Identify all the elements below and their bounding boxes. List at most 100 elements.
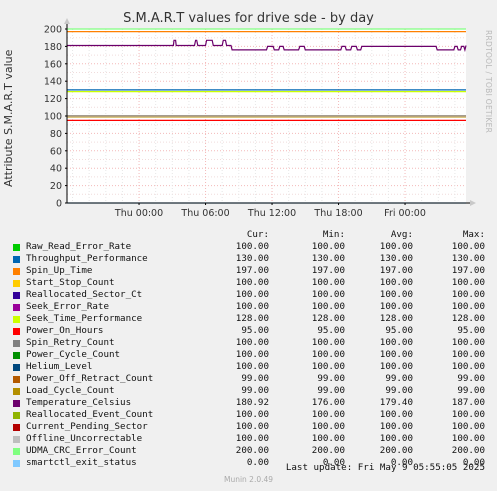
legend-avg-value: 100.00	[379, 241, 413, 252]
x-tick-label: Thu 12:00	[247, 208, 296, 219]
legend-series-name: Throughput_Performance	[26, 253, 148, 264]
legend-swatch	[13, 375, 20, 383]
legend-row: Start_Stop_Count 100.00 100.00 100.00 100.00	[12, 277, 492, 289]
legend-max-value: 99.00	[457, 385, 485, 396]
legend-series-name: Reallocated_Sector_Ct	[26, 289, 143, 300]
legend-max-value: 100.00	[451, 277, 485, 288]
legend-row: Power_Cycle_Count 100.00 100.00 100.00 100.0…	[12, 349, 492, 361]
legend-row: Raw_Read_Error_Rate 100.00 100.00 100.00 100…	[12, 241, 492, 253]
y-tick-label: 120	[44, 94, 62, 105]
y-tick-label: 180	[44, 42, 62, 53]
legend-swatch	[13, 327, 20, 335]
y-tick-label: 140	[44, 77, 62, 88]
legend-max-value: 100.00	[451, 301, 485, 312]
legend-avg-value: 179.40	[379, 397, 413, 408]
legend-swatch	[13, 255, 20, 263]
legend-min-value: 99.00	[317, 385, 345, 396]
legend-avg-value: 95.00	[385, 325, 413, 336]
legend-min-value: 0.00	[322, 457, 345, 468]
legend-series-name: Seek_Time_Performance	[26, 313, 143, 324]
legend-rows: Raw_Read_Error_Rate 100.00 100.00 100.00 100…	[12, 241, 492, 469]
legend-avg-value: 100.00	[379, 301, 413, 312]
legend-row: Current_Pending_Sector 100.00 100.00 100.00…	[12, 421, 492, 433]
legend-cur-value: 100.00	[235, 301, 269, 312]
legend-cur-value: 100.00	[235, 289, 269, 300]
legend: Cur: Min: Avg: Max: Raw_Read_Error_Rate 1…	[12, 229, 492, 469]
axes: 0 20 40 60 80 100 120 140 160 180 200 Thu 00:00 Thu …	[44, 18, 476, 219]
legend-max-value: 187.00	[451, 397, 485, 408]
legend-max-value: 100.00	[451, 349, 485, 360]
legend-series-name: smartctl_exit_status	[26, 457, 137, 468]
legend-series-name: Power_Off_Retract_Count	[26, 373, 154, 384]
x-tick-label: Fri 00:00	[384, 208, 426, 219]
legend-max-value: 99.00	[457, 373, 485, 384]
legend-swatch	[13, 303, 20, 311]
last-update: Last update: Fri May 9 05:55:05 2025	[285, 462, 485, 473]
legend-max-value: 100.00	[451, 361, 485, 372]
y-tick-label: 80	[50, 129, 62, 140]
legend-cur-value: 100.00	[235, 277, 269, 288]
legend-max-value: 100.00	[451, 241, 485, 252]
x-tick-label: Thu 06:00	[180, 208, 229, 219]
legend-series-name: Helium_Level	[26, 361, 93, 372]
col-max-header: Max:	[462, 229, 485, 240]
legend-header: Cur: Min: Avg: Max:	[12, 229, 492, 241]
y-tick-label: 60	[50, 146, 62, 157]
legend-swatch	[13, 363, 20, 371]
legend-cur-value: 100.00	[235, 409, 269, 420]
legend-swatch	[13, 339, 20, 347]
legend-cur-value: 100.00	[235, 349, 269, 360]
legend-cur-value: 100.00	[235, 433, 269, 444]
legend-max-value: 100.00	[451, 337, 485, 348]
legend-cur-value: 100.00	[235, 241, 269, 252]
legend-row: Power_Off_Retract_Count 99.00 99.00 99.00 99…	[12, 373, 492, 385]
legend-series-name: Start_Stop_Count	[26, 277, 115, 288]
legend-row: Seek_Error_Rate 100.00 100.00 100.00 100.00	[12, 301, 492, 313]
legend-avg-value: 99.00	[385, 373, 413, 384]
legend-max-value: 100.00	[451, 409, 485, 420]
legend-avg-value: 100.00	[379, 409, 413, 420]
legend-cur-value: 95.00	[241, 325, 269, 336]
legend-min-value: 100.00	[311, 241, 345, 252]
legend-series-name: Load_Cycle_Count	[26, 385, 115, 396]
legend-avg-value: 100.00	[379, 421, 413, 432]
legend-cur-value: 197.00	[235, 265, 269, 276]
legend-avg-value: 130.00	[379, 253, 413, 264]
legend-max-value: 100.00	[451, 289, 485, 300]
col-avg-header: Avg:	[390, 229, 413, 240]
legend-cur-value: 0.00	[246, 457, 269, 468]
legend-swatch	[13, 315, 20, 323]
legend-max-value: 95.00	[457, 325, 485, 336]
legend-max-value: 0.00	[462, 457, 485, 468]
legend-avg-value: 100.00	[379, 433, 413, 444]
legend-swatch	[13, 279, 20, 287]
legend-avg-value: 99.00	[385, 385, 413, 396]
legend-series-name: Raw_Read_Error_Rate	[26, 241, 132, 252]
legend-series-name: Temperature_Celsius	[26, 397, 132, 408]
chart-title: S.M.A.R.T values for drive sde - by day	[123, 11, 374, 26]
legend-row: smartctl_exit_status 0.00 0.00 0.00 0.00	[12, 457, 492, 469]
y-tick-label: 100	[44, 112, 62, 123]
legend-max-value: 100.00	[451, 433, 485, 444]
legend-swatch	[13, 423, 20, 431]
legend-series-name: UDMA_CRC_Error_Count	[26, 445, 137, 456]
legend-series-name: Offline_Uncorrectable	[26, 433, 143, 444]
legend-row: Helium_Level 100.00 100.00 100.00 100.00	[12, 361, 492, 373]
legend-min-value: 200.00	[311, 445, 345, 456]
legend-min-value: 197.00	[311, 265, 345, 276]
legend-row: Offline_Uncorrectable 100.00 100.00 100.00 1…	[12, 433, 492, 445]
legend-swatch	[13, 447, 20, 455]
legend-cur-value: 100.00	[235, 337, 269, 348]
legend-avg-value: 128.00	[379, 313, 413, 324]
legend-row: Seek_Time_Performance 128.00 128.00 128.00 1…	[12, 313, 492, 325]
legend-series-name: Current_Pending_Sector	[26, 421, 148, 432]
legend-avg-value: 100.00	[379, 361, 413, 372]
legend-max-value: 200.00	[451, 445, 485, 456]
legend-min-value: 100.00	[311, 337, 345, 348]
legend-cur-value: 100.00	[235, 361, 269, 372]
legend-series-name: Reallocated_Event_Count	[26, 409, 154, 420]
legend-swatch	[13, 243, 20, 251]
legend-swatch	[13, 387, 20, 395]
legend-row: Spin_Retry_Count 100.00 100.00 100.00 100.00	[12, 337, 492, 349]
series-layer	[67, 28, 467, 204]
